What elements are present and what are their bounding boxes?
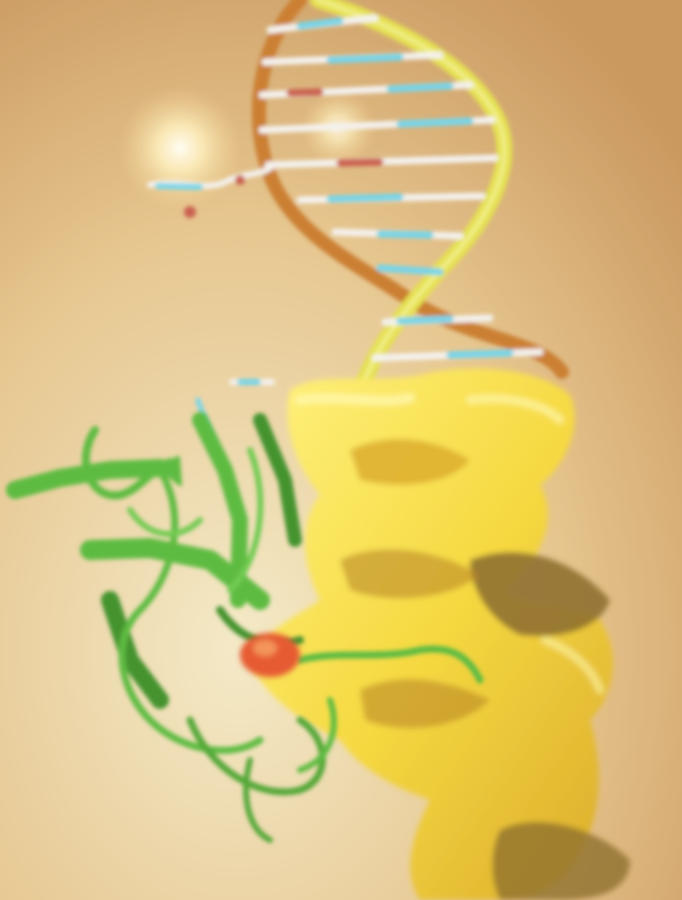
scene-canvas bbox=[0, 0, 682, 900]
haze-overlay bbox=[0, 0, 682, 900]
molecular-scene bbox=[0, 0, 682, 900]
